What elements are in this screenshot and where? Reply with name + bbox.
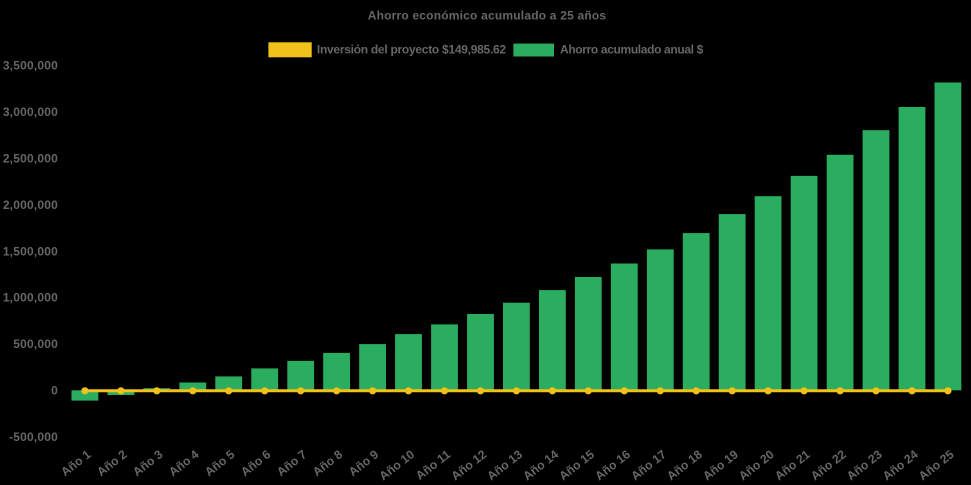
svg-text:-500,000: -500,000 [9,430,58,444]
svg-text:3,500,000: 3,500,000 [3,59,58,73]
svg-text:0: 0 [51,384,58,398]
svg-text:1,500,000: 1,500,000 [3,244,58,258]
svg-text:500,000: 500,000 [13,337,58,351]
svg-text:Ahorro económico acumulado a 2: Ahorro económico acumulado a 25 años [368,9,607,23]
svg-text:Ahorro acumulado anual $: Ahorro acumulado anual $ [560,42,704,56]
svg-text:3,000,000: 3,000,000 [3,105,58,119]
svg-text:2,000,000: 2,000,000 [3,198,58,212]
svg-text:2,500,000: 2,500,000 [3,152,58,166]
svg-text:1,000,000: 1,000,000 [3,291,58,305]
svg-text:Inversión del proyecto $149,98: Inversión del proyecto $149,985.62 [317,42,507,56]
